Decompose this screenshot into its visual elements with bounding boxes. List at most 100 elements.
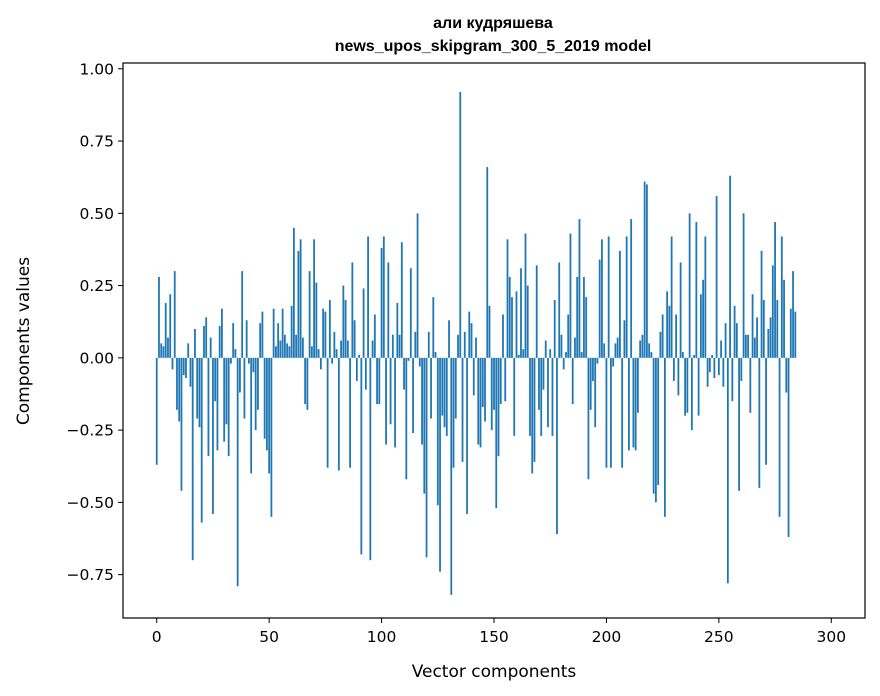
bar: [452, 357, 455, 468]
bar: [346, 340, 349, 358]
bar: [495, 357, 498, 509]
bar: [459, 91, 462, 358]
bar: [628, 357, 630, 451]
bar: [155, 357, 158, 465]
bar: [275, 346, 277, 358]
bar: [463, 331, 466, 358]
bar: [720, 340, 722, 358]
bar: [792, 271, 794, 358]
bar: [508, 276, 511, 358]
bar: [333, 331, 336, 358]
bar: [789, 308, 792, 358]
bar: [740, 357, 743, 381]
bar: [767, 328, 770, 358]
bar: [212, 357, 214, 514]
bar: [382, 236, 385, 358]
bar: [612, 357, 615, 367]
bar: [578, 219, 581, 358]
bar: [780, 236, 783, 358]
bar: [203, 326, 205, 358]
bar: [654, 357, 657, 503]
bar: [466, 357, 468, 514]
bar: [158, 276, 160, 358]
bar: [520, 268, 522, 358]
bar: [592, 357, 594, 381]
bar: [448, 320, 450, 358]
bar: [699, 294, 702, 358]
bar: [711, 354, 713, 358]
bar: [270, 357, 273, 517]
bar: [443, 357, 446, 428]
bar: [722, 357, 725, 387]
bar: [182, 357, 185, 376]
bar: [187, 343, 190, 358]
bar: [670, 236, 673, 358]
bar: [272, 308, 275, 358]
bar: [794, 311, 797, 358]
bar: [634, 357, 637, 451]
bar: [254, 357, 257, 431]
bar: [353, 320, 356, 358]
bar: [297, 250, 300, 358]
bar: [315, 282, 318, 358]
bar: [706, 357, 709, 387]
bar: [405, 357, 408, 480]
bar: [497, 357, 500, 457]
bar: [400, 242, 403, 358]
bar: [610, 357, 612, 468]
bar: [686, 357, 689, 413]
bar: [594, 357, 597, 428]
bar: [504, 357, 507, 402]
bar: [526, 285, 529, 358]
bar: [243, 357, 246, 419]
bar: [427, 331, 430, 358]
bar: [441, 357, 444, 416]
bar: [418, 357, 421, 367]
bar: [173, 271, 176, 358]
bar: [603, 343, 606, 358]
bar: [259, 323, 262, 358]
bar: [283, 334, 286, 358]
bar: [605, 357, 608, 468]
bar: [679, 262, 682, 358]
bar: [771, 265, 774, 358]
bar: [506, 239, 509, 358]
bar: [749, 357, 752, 413]
bar: [196, 357, 199, 419]
x-tick-label: 0: [152, 628, 162, 646]
bar: [695, 221, 698, 358]
bar: [479, 357, 482, 448]
bar: [542, 357, 545, 390]
bar: [760, 250, 763, 358]
bar: [560, 334, 563, 358]
bar: [785, 357, 788, 393]
bar: [349, 357, 351, 468]
bar: [616, 337, 619, 358]
bar: [378, 357, 381, 405]
bar: [414, 331, 417, 358]
bar: [436, 357, 439, 506]
bar: [688, 213, 691, 358]
bar: [268, 357, 271, 474]
bar: [697, 357, 700, 416]
bar: [218, 326, 221, 358]
bar: [522, 349, 525, 358]
y-tick-label: 1.00: [79, 60, 114, 78]
bar: [439, 357, 441, 572]
bar: [762, 300, 765, 358]
bar: [241, 271, 244, 358]
bar: [430, 357, 432, 419]
bar: [744, 334, 747, 358]
bar: [738, 357, 740, 491]
bar: [409, 268, 412, 358]
bar: [583, 276, 585, 358]
bar: [646, 184, 648, 358]
bar: [416, 213, 419, 358]
bar: [558, 262, 561, 358]
bar: [731, 357, 734, 402]
bar: [335, 349, 338, 358]
bar: [684, 357, 687, 416]
bar: [733, 305, 736, 358]
bar: [472, 357, 475, 396]
x-tick-label: 100: [367, 628, 397, 646]
